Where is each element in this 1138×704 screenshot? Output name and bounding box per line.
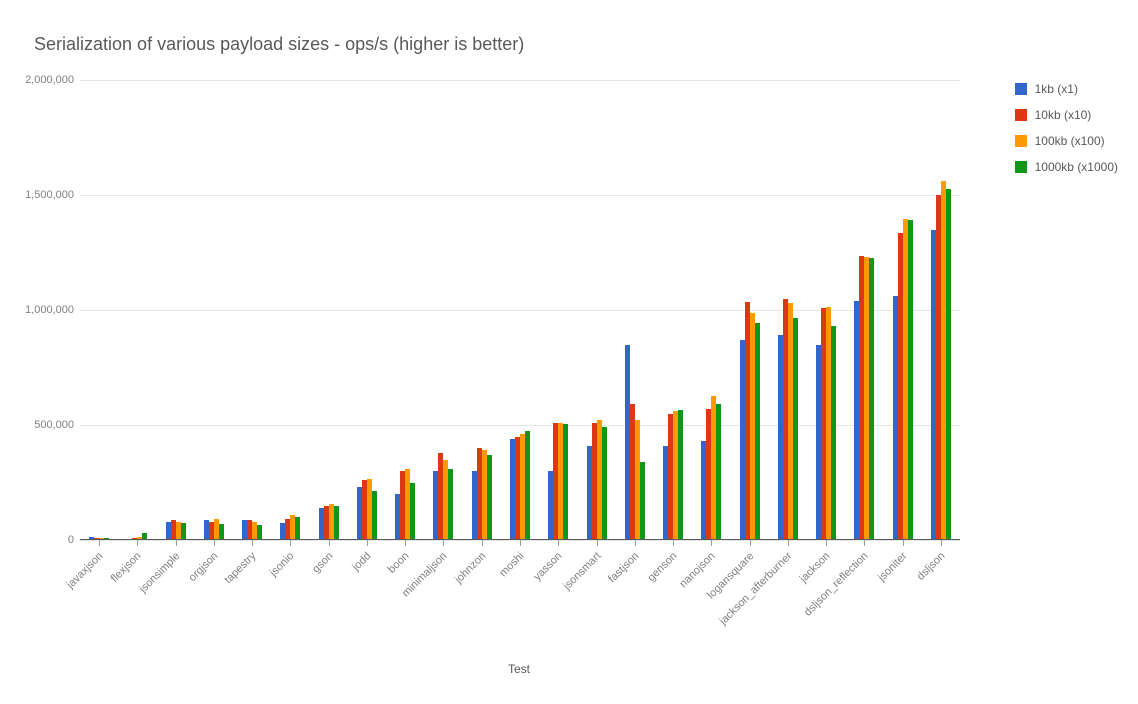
x-tick <box>367 540 368 546</box>
x-tick <box>482 540 483 546</box>
x-tick <box>99 540 100 546</box>
x-tick-label: jsonsmart <box>561 550 603 592</box>
x-tick-label: javaxjson <box>65 550 106 591</box>
bar <box>678 410 683 540</box>
bar <box>410 483 415 541</box>
x-tick <box>214 540 215 546</box>
x-tick <box>673 540 674 546</box>
bar <box>602 427 607 540</box>
bar <box>181 523 186 540</box>
legend-label: 100kb (x100) <box>1035 134 1105 148</box>
plot-area: 0500,0001,000,0001,500,0002,000,000 java… <box>80 80 960 540</box>
bar <box>793 318 798 540</box>
y-tick-label: 500,000 <box>34 419 74 431</box>
x-tick-label: jackson <box>798 550 833 585</box>
x-tick <box>864 540 865 546</box>
x-tick-label: boon <box>386 550 412 576</box>
x-tick-label: jackson_afterburner <box>717 550 794 627</box>
x-tick <box>290 540 291 546</box>
x-tick-label: fastjson <box>606 550 641 585</box>
bar <box>448 469 453 540</box>
x-tick <box>558 540 559 546</box>
x-tick <box>903 540 904 546</box>
legend-item: 1kb (x1) <box>1015 82 1118 96</box>
bar <box>640 462 645 540</box>
legend-label: 10kb (x10) <box>1035 108 1092 122</box>
legend: 1kb (x1) 10kb (x10) 100kb (x100) 1000kb (x1… <box>1015 82 1118 186</box>
x-axis-title: Test <box>508 662 530 676</box>
x-tick <box>826 540 827 546</box>
x-tick <box>405 540 406 546</box>
y-tick-label: 1,500,000 <box>25 189 74 201</box>
x-tick-label: jodd <box>350 550 373 573</box>
legend-swatch <box>1015 135 1027 147</box>
x-tick <box>329 540 330 546</box>
x-tick <box>252 540 253 546</box>
x-tick-label: moshi <box>497 550 526 579</box>
bar <box>257 525 262 540</box>
x-tick <box>520 540 521 546</box>
chart-title: Serialization of various payload sizes -… <box>34 34 524 55</box>
x-tick-label: jsonsimple <box>137 550 182 595</box>
legend-label: 1kb (x1) <box>1035 82 1078 96</box>
x-tick-label: nanojson <box>678 550 718 590</box>
bar <box>563 424 568 540</box>
x-tick <box>711 540 712 546</box>
x-tick-label: jsoniter <box>876 550 910 584</box>
x-tick-label: gson <box>310 550 335 575</box>
bar <box>946 189 951 540</box>
y-tick-label: 2,000,000 <box>25 74 74 86</box>
x-tick-label: johnzon <box>452 550 488 586</box>
bar <box>372 491 377 540</box>
x-tick-label: orgjson <box>186 550 220 584</box>
x-tick <box>635 540 636 546</box>
y-tick-label: 0 <box>68 534 74 546</box>
bar <box>525 431 530 540</box>
legend-item: 100kb (x100) <box>1015 134 1118 148</box>
x-tick <box>750 540 751 546</box>
legend-swatch <box>1015 109 1027 121</box>
bar <box>219 524 224 540</box>
legend-swatch <box>1015 161 1027 173</box>
chart-container: Serialization of various payload sizes -… <box>0 0 1138 704</box>
x-tick <box>597 540 598 546</box>
bars-layer <box>80 80 960 540</box>
bar <box>334 506 339 541</box>
x-tick-label: yasson <box>532 550 565 583</box>
bar <box>755 323 760 540</box>
y-tick-label: 1,000,000 <box>25 304 74 316</box>
bar <box>295 517 300 540</box>
x-tick <box>941 540 942 546</box>
legend-item: 10kb (x10) <box>1015 108 1118 122</box>
x-tick <box>443 540 444 546</box>
bar <box>908 220 913 540</box>
legend-item: 1000kb (x1000) <box>1015 160 1118 174</box>
bar <box>716 404 721 540</box>
x-tick-label: genson <box>646 550 680 584</box>
x-tick <box>137 540 138 546</box>
x-tick <box>788 540 789 546</box>
legend-label: 1000kb (x1000) <box>1035 160 1118 174</box>
bar <box>869 258 874 540</box>
bar <box>831 326 836 540</box>
x-tick-label: flexjson <box>109 550 144 585</box>
legend-swatch <box>1015 83 1027 95</box>
x-tick <box>176 540 177 546</box>
bar <box>487 455 492 540</box>
x-tick-label: dsljson <box>915 550 948 583</box>
x-tick-label: jsonio <box>268 550 297 579</box>
x-tick-label: tapestry <box>222 550 258 586</box>
